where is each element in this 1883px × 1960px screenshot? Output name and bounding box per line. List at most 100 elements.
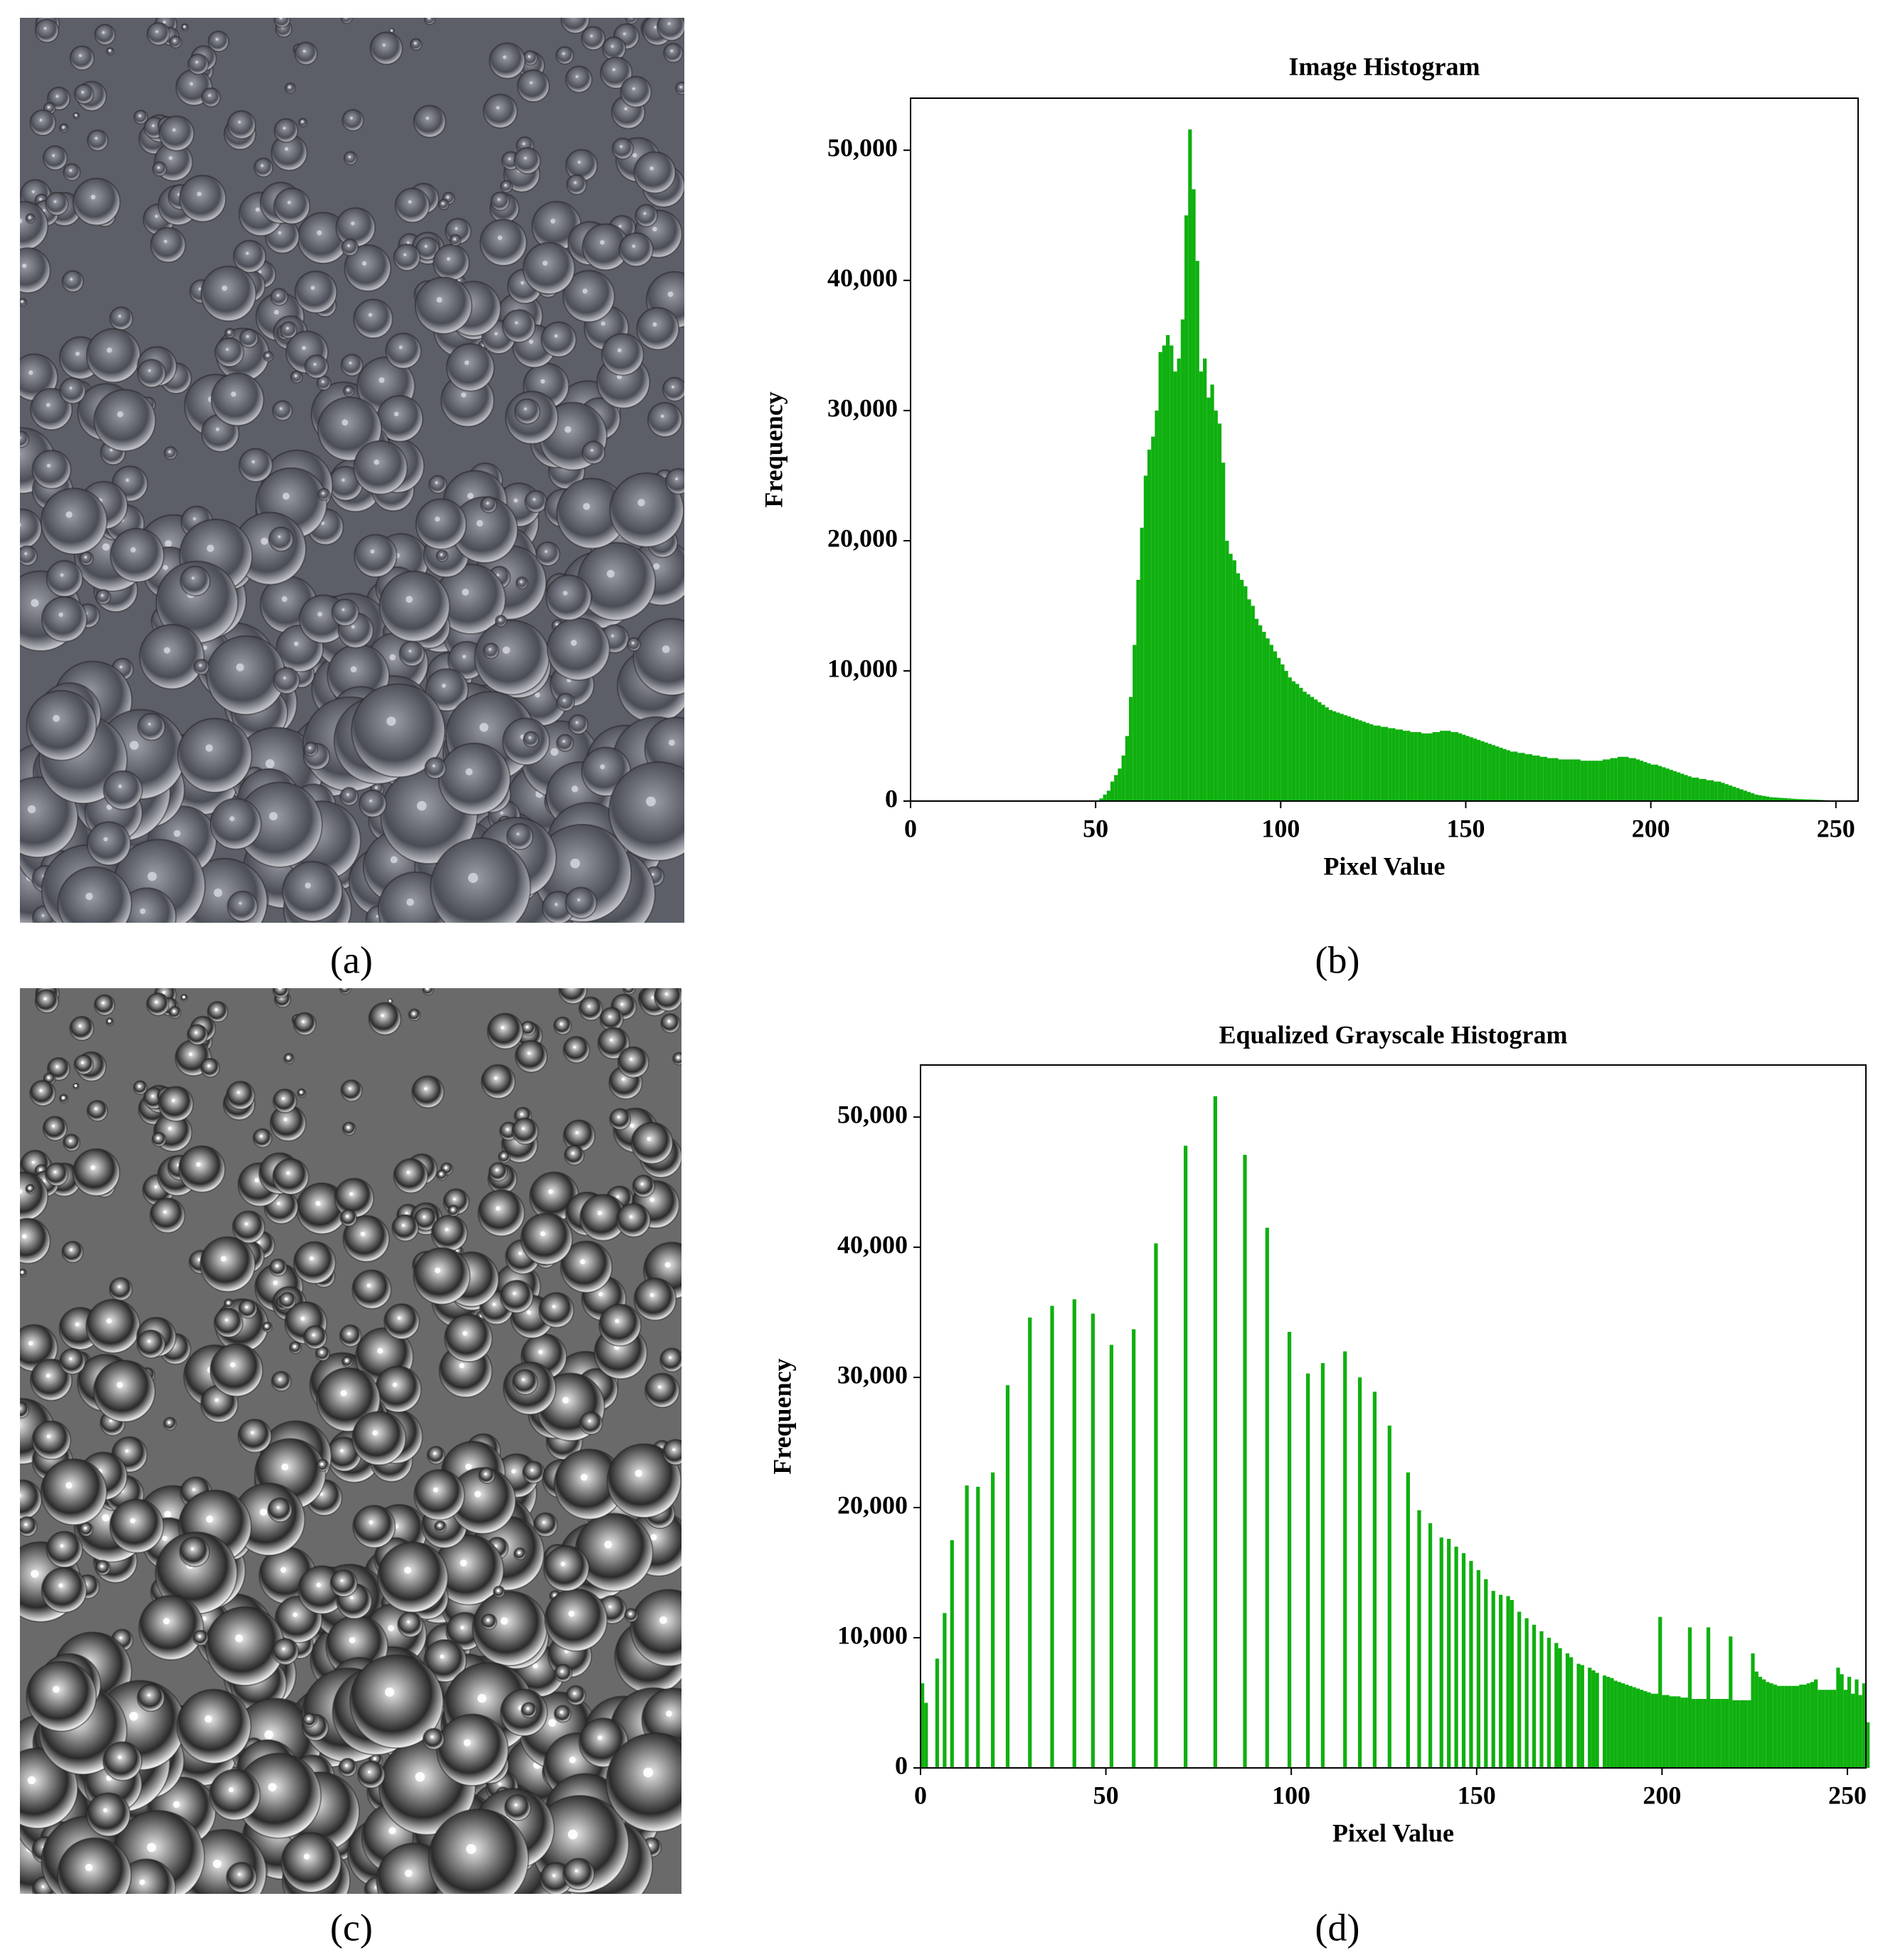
bar <box>1450 732 1455 801</box>
bubble <box>179 565 211 597</box>
bubble <box>20 545 38 566</box>
bubble-highlight <box>117 1285 121 1288</box>
bubble-highlight <box>651 873 654 876</box>
bubble-highlight <box>125 478 129 482</box>
bubble-highlight <box>552 1305 556 1309</box>
bubble-highlight <box>31 190 35 194</box>
bar <box>1461 1553 1466 1768</box>
bubble-highlight <box>275 1264 279 1268</box>
bubble <box>339 786 359 806</box>
bubble-highlight <box>533 497 536 501</box>
bubble-highlight <box>147 1693 151 1697</box>
bubble <box>657 18 684 41</box>
bubble-highlight <box>317 230 322 235</box>
bar <box>1621 1683 1625 1768</box>
bubble-highlight <box>667 291 674 297</box>
bubble-highlight <box>118 784 122 788</box>
bar <box>1240 579 1244 801</box>
bar <box>1810 799 1814 801</box>
bubble-highlight <box>28 370 33 376</box>
plot-frame <box>910 97 1859 802</box>
bubble-highlight <box>322 492 325 495</box>
bubble <box>489 42 526 80</box>
bubble-highlight <box>299 1091 303 1094</box>
bar <box>1588 761 1592 801</box>
bubble-highlight <box>304 882 312 889</box>
bar <box>1780 798 1784 801</box>
x-tick-label: 150 <box>1446 814 1485 842</box>
bubble-highlight <box>229 816 235 822</box>
bubble <box>136 1329 166 1359</box>
bubble-highlight <box>425 116 429 120</box>
bar <box>1413 732 1418 801</box>
bubble-highlight <box>529 81 533 85</box>
bubble-highlight <box>60 1544 64 1548</box>
bubble-highlight <box>41 914 45 918</box>
bar <box>950 1540 954 1768</box>
bubble <box>354 534 398 578</box>
bar <box>1788 1685 1792 1768</box>
bubble-highlight <box>163 565 169 571</box>
bubble-highlight <box>130 547 136 553</box>
y-tick-label: 40,000 <box>827 263 898 292</box>
bubble-highlight <box>525 1025 529 1029</box>
bar <box>1806 799 1810 801</box>
bubble-highlight <box>80 1061 84 1064</box>
bubble <box>272 1158 309 1195</box>
bubble-highlight <box>191 576 195 580</box>
bubble-highlight <box>670 49 674 53</box>
bubble-highlight <box>500 1025 504 1029</box>
bubble <box>59 377 86 404</box>
y-tick-label: 10,000 <box>837 1621 908 1649</box>
bar <box>1729 1636 1733 1768</box>
x-tick-label: 50 <box>1093 1781 1119 1809</box>
bubble-highlight <box>627 988 630 989</box>
bubble-highlight <box>346 388 350 392</box>
bar <box>1680 773 1685 801</box>
bubble <box>513 147 541 175</box>
bubble <box>543 1545 590 1592</box>
bar <box>1769 1683 1773 1768</box>
bubble <box>269 1258 287 1277</box>
bubble-highlight <box>540 1231 546 1236</box>
bubble <box>273 117 299 143</box>
bubble-highlight <box>341 478 345 482</box>
bubble <box>59 1347 86 1375</box>
bubble-highlight <box>632 87 635 90</box>
bubble <box>278 1291 297 1310</box>
bubble-highlight <box>560 1670 563 1673</box>
y-axis-label: Frequency <box>768 1358 796 1474</box>
bubble <box>480 496 498 514</box>
bubble <box>61 270 85 293</box>
bubble-highlight <box>21 1271 24 1274</box>
bubble-highlight <box>441 683 446 688</box>
bubble-highlight <box>417 800 427 811</box>
bubble-highlight <box>598 1292 603 1297</box>
bar <box>1347 716 1352 801</box>
bubble-highlight <box>38 1168 42 1172</box>
bar <box>1747 1700 1751 1768</box>
bubble-highlight <box>424 1087 428 1091</box>
bubble-highlight <box>280 1567 287 1573</box>
bubble-highlight <box>147 1843 157 1853</box>
bubble-highlight <box>524 157 527 160</box>
bar <box>1506 1596 1510 1768</box>
bar <box>1425 733 1429 801</box>
bubble <box>20 508 43 549</box>
panel-label: (b) <box>1315 938 1360 981</box>
bubble <box>92 1360 156 1423</box>
bubble-highlight <box>462 655 467 659</box>
bubble-highlight <box>107 347 112 354</box>
bar <box>1340 714 1344 801</box>
bubble <box>482 93 518 129</box>
bubble-highlight <box>532 1663 538 1669</box>
bubble-highlight <box>548 1189 553 1194</box>
bubble-highlight <box>665 1710 672 1717</box>
bar <box>1810 1682 1815 1768</box>
bar <box>1229 553 1233 801</box>
bar <box>1695 1699 1699 1768</box>
bubble-highlight <box>653 563 660 570</box>
bar <box>1469 1561 1473 1768</box>
bubble <box>331 598 360 627</box>
bubble-highlight <box>640 1182 644 1186</box>
